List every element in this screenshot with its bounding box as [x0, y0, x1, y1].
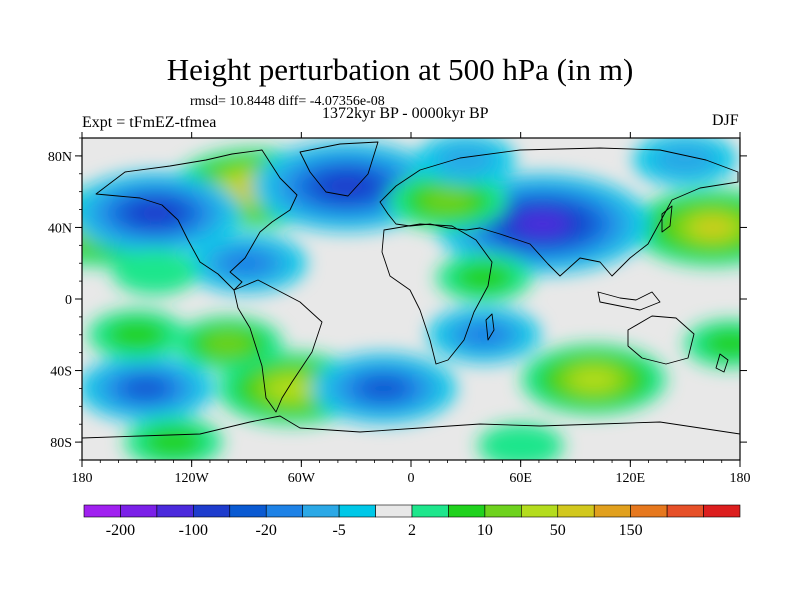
- y-tick-label: 80N: [48, 150, 72, 165]
- colorbar-box: [83, 504, 121, 518]
- anomaly-12-core: [367, 380, 400, 397]
- x-tick-label: 120E: [616, 471, 646, 486]
- coastline-greenland: [299, 141, 379, 197]
- colorbar-box: [593, 504, 631, 518]
- x-tick-label: 120W: [175, 471, 210, 486]
- anomaly-2-core: [694, 218, 731, 236]
- x-tick-label: 180: [72, 471, 93, 486]
- anomaly-10-core: [216, 337, 241, 350]
- anomaly-4-core: [326, 176, 368, 197]
- colorbar-box: [156, 504, 194, 518]
- coastlines: [82, 141, 740, 439]
- colorbar-label: 10: [477, 522, 493, 539]
- anomaly-19-core: [511, 440, 531, 451]
- colorbar-box: [265, 504, 303, 518]
- colorbar-label: -20: [256, 522, 277, 539]
- x-tick-label: 0: [408, 471, 415, 486]
- colorbar-box: [229, 504, 267, 518]
- anomaly-16-core: [720, 338, 740, 349]
- axis-ticks: 180 120W 60W 0 60E 120E 180 80N 40N 0 40S 80S: [48, 132, 751, 486]
- y-tick-label: 40N: [48, 221, 72, 236]
- colorbar-box: [411, 504, 449, 518]
- anomaly-13-core: [471, 328, 497, 341]
- coastline-madagascar: [485, 313, 495, 341]
- colorbar-box: [484, 504, 522, 518]
- coastline-japan: [661, 205, 673, 233]
- colorbar-label: 150: [619, 522, 643, 539]
- colorbar-label: -5: [332, 522, 345, 539]
- coastline-africa: [381, 223, 493, 365]
- anomaly-14-core: [126, 329, 148, 341]
- colorbar-box: [703, 504, 741, 518]
- colorbar-label: -100: [179, 522, 208, 539]
- x-tick-label: 60E: [509, 471, 532, 486]
- season-label: DJF: [712, 112, 739, 129]
- coastline-south-america: [233, 279, 323, 413]
- colorbar-box: [338, 504, 376, 518]
- y-tick-label: 80S: [50, 436, 72, 451]
- anomaly-6-core: [233, 256, 260, 270]
- x-tick-label: 60W: [288, 471, 316, 486]
- anomaly-5-core: [519, 212, 567, 235]
- colorbar-label: 50: [550, 522, 566, 539]
- colorbar-box: [521, 504, 559, 518]
- anomaly-3-core: [136, 204, 175, 223]
- colorbar-box: [193, 504, 231, 518]
- anomaly-11-core: [131, 381, 161, 396]
- anomaly-17-core: [145, 267, 165, 278]
- y-tick-label: 40S: [50, 365, 72, 380]
- anomaly-7-core: [434, 194, 461, 208]
- anomaly-8-core: [577, 371, 610, 388]
- anomaly-15-core: [473, 272, 495, 283]
- colorbar-label: -200: [106, 522, 135, 539]
- coastline-antarctica: [82, 415, 740, 439]
- experiment-label: Expt = tFmEZ-tfmea: [82, 114, 217, 131]
- colorbar-box: [666, 504, 704, 518]
- colorbar-box: [302, 504, 340, 518]
- time-period-label: 1372kyr BP - 0000kyr BP: [322, 105, 489, 122]
- colorbar-box: [557, 504, 595, 518]
- anomaly-18-core: [162, 436, 185, 448]
- colorbar-label: 2: [408, 522, 416, 539]
- plot-title: Height perturbation at 500 hPa (in m): [166, 52, 634, 87]
- anomaly-9-core: [275, 380, 309, 397]
- colorbar-box: [120, 504, 158, 518]
- coastline-eurasia: [379, 147, 739, 277]
- coastline-australia: [627, 315, 695, 365]
- coastline-north-america: [95, 149, 298, 291]
- y-tick-label: 0: [65, 293, 72, 308]
- coastline-maritime-asia: [597, 291, 661, 311]
- x-tick-label: 180: [730, 471, 751, 486]
- colorbar-box: [375, 504, 413, 518]
- rmsd-diff-stats: rmsd= 10.8448 diff= -4.07356e-08: [190, 94, 385, 109]
- coastline-new-zealand: [715, 353, 729, 373]
- colorbar: -200 -100 -20 -5 2 10 50 150: [83, 504, 741, 539]
- anomaly-20-core: [455, 153, 477, 165]
- colorbar-box: [448, 504, 486, 518]
- colorbar-box: [630, 504, 668, 518]
